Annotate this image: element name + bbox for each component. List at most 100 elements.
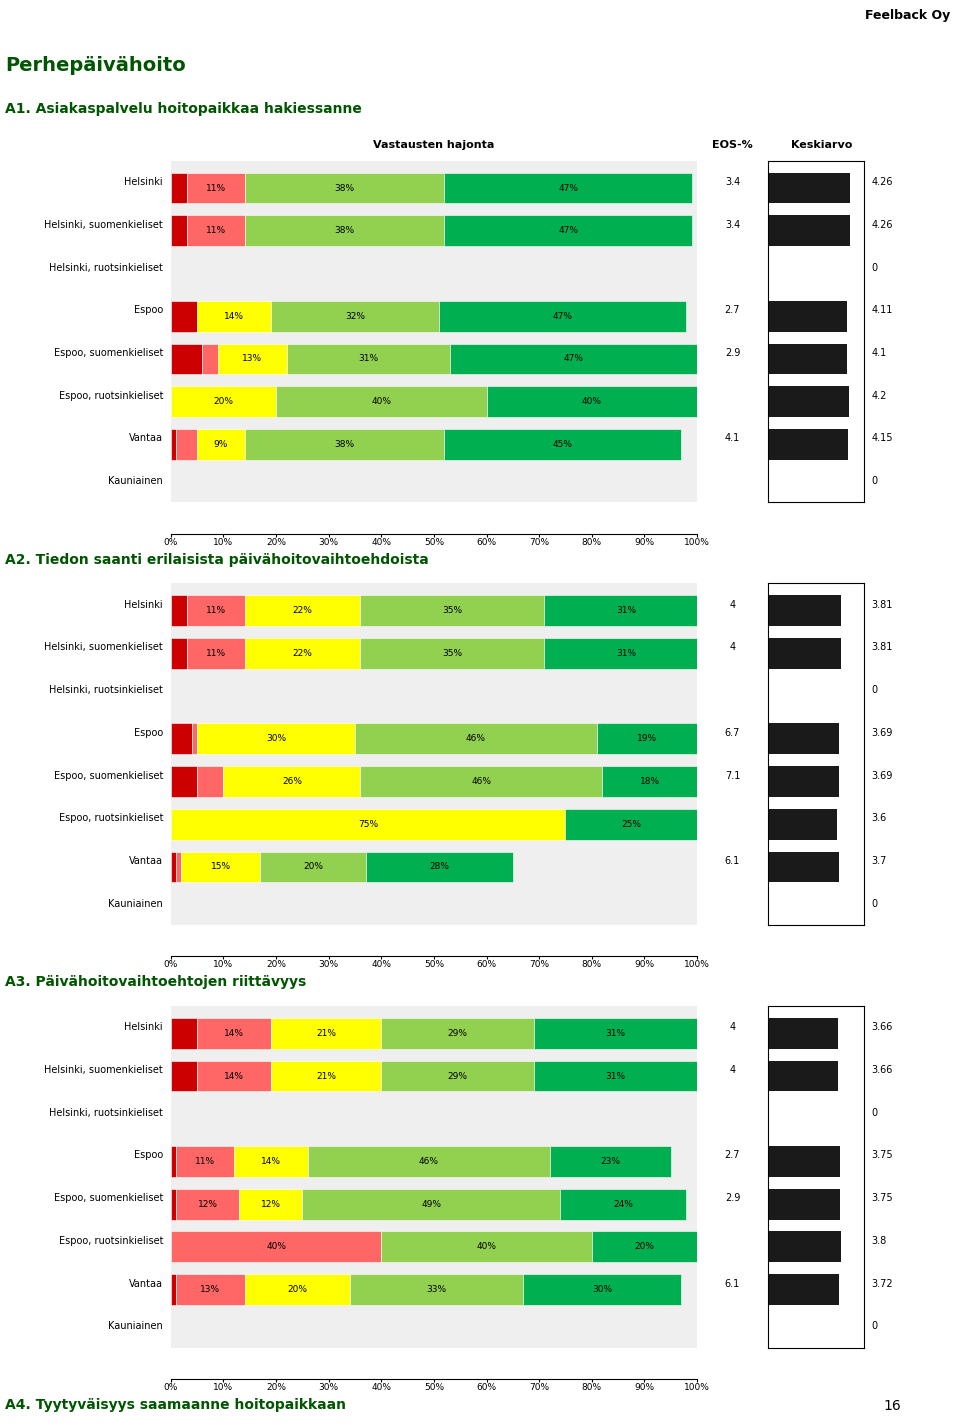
Text: 12%: 12% xyxy=(198,1200,218,1208)
Text: 4.26: 4.26 xyxy=(872,219,893,231)
Bar xyxy=(381,1060,534,1091)
Bar xyxy=(276,386,487,417)
Bar xyxy=(768,595,841,626)
Text: A4. Tyytyväisyys saamaanne hoitopaikkaan: A4. Tyytyväisyys saamaanne hoitopaikkaan xyxy=(5,1397,346,1412)
Bar xyxy=(591,1231,697,1262)
Bar xyxy=(176,1188,239,1220)
Bar xyxy=(171,386,276,417)
Bar xyxy=(171,1146,176,1177)
Text: Espoo: Espoo xyxy=(133,727,163,739)
Bar xyxy=(487,386,697,417)
Bar xyxy=(439,300,686,332)
Text: Helsinki, ruotsinkieliset: Helsinki, ruotsinkieliset xyxy=(49,684,163,696)
Text: 15%: 15% xyxy=(211,862,231,871)
Bar xyxy=(550,1146,671,1177)
Bar xyxy=(444,215,692,246)
Bar xyxy=(381,1231,591,1262)
Bar xyxy=(171,595,186,626)
Bar xyxy=(768,386,849,417)
Text: 11%: 11% xyxy=(205,226,226,235)
Bar xyxy=(602,766,697,797)
Text: 6.1: 6.1 xyxy=(725,1278,740,1289)
Text: Kauniainen: Kauniainen xyxy=(108,1321,163,1332)
Bar xyxy=(355,723,597,754)
Text: 23%: 23% xyxy=(600,1157,620,1165)
Bar xyxy=(186,172,245,203)
Bar xyxy=(171,723,192,754)
Bar xyxy=(239,1188,302,1220)
Text: 21%: 21% xyxy=(316,1029,336,1037)
Text: 30%: 30% xyxy=(592,1285,612,1294)
Text: 4: 4 xyxy=(730,642,735,653)
Bar xyxy=(523,1274,682,1305)
Bar xyxy=(768,851,839,882)
Text: 19%: 19% xyxy=(636,734,657,743)
Bar xyxy=(197,723,355,754)
Bar xyxy=(197,428,245,460)
Text: 29%: 29% xyxy=(447,1072,468,1080)
Bar xyxy=(544,638,708,669)
Bar xyxy=(186,638,245,669)
Bar xyxy=(768,428,848,460)
Bar xyxy=(768,1274,839,1305)
Bar xyxy=(171,808,565,840)
Text: 11%: 11% xyxy=(205,606,226,615)
Text: Helsinki, suomenkieliset: Helsinki, suomenkieliset xyxy=(44,219,163,231)
Text: 14%: 14% xyxy=(224,312,244,320)
Bar xyxy=(768,172,850,203)
Text: 9%: 9% xyxy=(214,440,228,448)
Bar xyxy=(197,1017,271,1049)
Bar xyxy=(171,428,176,460)
Bar xyxy=(444,428,682,460)
Text: 29%: 29% xyxy=(447,1029,468,1037)
Text: 0: 0 xyxy=(872,1107,877,1118)
Bar xyxy=(181,851,260,882)
Text: A3. Päivähoitovaihtoehtojen riittävyys: A3. Päivähoitovaihtoehtojen riittävyys xyxy=(5,975,306,989)
Bar xyxy=(260,851,366,882)
Text: 20%: 20% xyxy=(287,1285,307,1294)
Bar xyxy=(171,1017,197,1049)
Text: 3.75: 3.75 xyxy=(872,1192,894,1204)
Text: Helsinki, ruotsinkieliset: Helsinki, ruotsinkieliset xyxy=(49,1107,163,1118)
Text: Helsinki, suomenkieliset: Helsinki, suomenkieliset xyxy=(44,642,163,653)
Text: 3.81: 3.81 xyxy=(872,599,893,610)
Bar xyxy=(768,300,847,332)
Bar xyxy=(171,1188,176,1220)
Text: Espoo, suomenkieliset: Espoo, suomenkieliset xyxy=(54,347,163,359)
Text: 3.72: 3.72 xyxy=(872,1278,894,1289)
Bar xyxy=(271,1017,381,1049)
Bar xyxy=(176,1146,234,1177)
Bar xyxy=(176,428,197,460)
Bar xyxy=(171,1231,381,1262)
Bar xyxy=(224,766,360,797)
Text: 38%: 38% xyxy=(334,226,354,235)
Bar xyxy=(171,172,186,203)
Text: 47%: 47% xyxy=(558,184,578,192)
Text: 40%: 40% xyxy=(372,397,392,406)
Text: Helsinki, suomenkieliset: Helsinki, suomenkieliset xyxy=(44,1064,163,1076)
Bar xyxy=(597,723,697,754)
Text: 40%: 40% xyxy=(476,1242,496,1251)
Text: 26%: 26% xyxy=(282,777,301,785)
Bar xyxy=(449,343,697,374)
Text: 20%: 20% xyxy=(635,1242,655,1251)
Bar xyxy=(186,595,245,626)
Bar xyxy=(768,1146,840,1177)
Text: 11%: 11% xyxy=(205,649,226,657)
Bar xyxy=(768,1231,841,1262)
Text: 31%: 31% xyxy=(606,1029,626,1037)
Text: Keskiarvo: Keskiarvo xyxy=(791,139,852,151)
Text: 46%: 46% xyxy=(419,1157,439,1165)
Bar xyxy=(768,766,839,797)
Bar xyxy=(171,1274,176,1305)
Text: 14%: 14% xyxy=(261,1157,281,1165)
Text: Espoo: Espoo xyxy=(133,305,163,316)
Text: Vastausten hajonta: Vastausten hajonta xyxy=(373,139,494,151)
Bar xyxy=(218,343,287,374)
Text: 46%: 46% xyxy=(471,777,492,785)
Text: 28%: 28% xyxy=(429,862,449,871)
Text: 3.4: 3.4 xyxy=(725,219,740,231)
Bar xyxy=(197,766,224,797)
Text: 6.7: 6.7 xyxy=(725,727,740,739)
Bar xyxy=(171,300,197,332)
